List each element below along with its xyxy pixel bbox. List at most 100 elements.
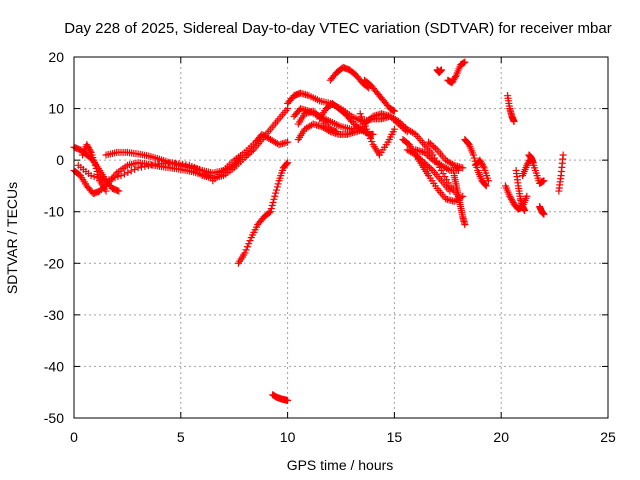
data-point <box>114 173 122 181</box>
series-arc-28 <box>433 66 445 76</box>
data-point <box>430 143 438 151</box>
data-point <box>506 192 514 200</box>
data-point <box>273 183 281 191</box>
y-tick-label: -10 <box>44 204 64 220</box>
y-tick-label: 20 <box>48 49 64 65</box>
data-point <box>426 140 434 148</box>
data-point <box>267 208 275 216</box>
data-point <box>437 66 445 74</box>
data-point <box>272 189 280 197</box>
data-point <box>245 240 253 248</box>
data-point <box>272 186 280 194</box>
data-point <box>510 117 518 125</box>
data-point <box>102 177 110 185</box>
y-tick-label: -50 <box>44 410 64 426</box>
data-point <box>464 140 472 148</box>
data-point <box>459 164 467 172</box>
data-point <box>92 164 100 172</box>
series-arc-14 <box>316 99 377 138</box>
data-point <box>369 130 377 138</box>
x-tick-label: 15 <box>387 429 403 445</box>
data-point <box>368 138 376 146</box>
data-point <box>102 187 110 195</box>
data-point <box>450 76 458 84</box>
data-point <box>269 198 277 206</box>
data-point <box>478 159 486 167</box>
data-point <box>360 120 368 128</box>
data-point <box>439 170 447 178</box>
data-point <box>86 147 94 155</box>
data-point <box>470 154 478 162</box>
data-point <box>529 159 537 167</box>
series-arc-31 <box>512 166 529 215</box>
x-tick-label: 20 <box>493 429 509 445</box>
data-point <box>363 125 371 133</box>
data-point <box>420 159 428 167</box>
data-point <box>241 249 249 257</box>
x-tick-label: 10 <box>280 429 296 445</box>
chart-title: Day 228 of 2025, Sidereal Day-to-day VTE… <box>64 20 611 37</box>
data-point <box>481 181 489 189</box>
data-point <box>270 195 278 203</box>
series-arc-13 <box>294 107 341 136</box>
series-arc-09 <box>269 391 292 404</box>
data-point <box>540 177 548 185</box>
series-arc-05 <box>74 159 206 185</box>
data-point <box>390 125 398 133</box>
data-point <box>268 202 276 210</box>
data-point <box>115 187 123 195</box>
data-point <box>478 161 486 169</box>
data-point <box>131 165 139 173</box>
data-point <box>120 170 128 178</box>
series-arc-23 <box>425 138 467 172</box>
data-point <box>484 177 492 185</box>
series-arc-30 <box>504 92 518 125</box>
data-point <box>400 122 408 130</box>
data-point <box>410 129 418 137</box>
data-point <box>479 162 487 170</box>
data-point <box>284 159 292 167</box>
data-point <box>356 110 364 118</box>
data-point <box>96 187 104 195</box>
data-point <box>398 121 406 129</box>
series-arc-20 <box>399 136 467 205</box>
data-point <box>137 163 145 171</box>
data-point <box>365 131 373 139</box>
data-point <box>364 128 372 136</box>
data-point <box>358 113 366 121</box>
data-point <box>348 117 356 125</box>
series-arc-07 <box>209 130 292 185</box>
data-point <box>507 194 515 202</box>
data-point <box>415 154 423 162</box>
y-axis-ticks: -50 -40 -30 -20 -10 0 10 20 <box>44 49 608 426</box>
data-point <box>366 134 374 142</box>
series-arc-26 <box>472 156 492 185</box>
data-point <box>127 167 135 175</box>
data-point <box>395 117 403 125</box>
data-point <box>390 107 398 115</box>
data-point <box>419 157 427 165</box>
x-tick-label: 25 <box>600 429 616 445</box>
data-point <box>449 77 457 85</box>
data-point <box>521 207 529 215</box>
series-arc-33 <box>525 151 537 167</box>
data-point <box>461 221 469 229</box>
series-arc-25 <box>461 136 490 190</box>
data-point <box>362 118 370 126</box>
data-point <box>451 74 459 82</box>
data-point <box>559 151 567 159</box>
data-point <box>422 160 430 168</box>
data-point <box>274 180 282 188</box>
data-point <box>417 156 425 164</box>
data-point <box>94 171 102 179</box>
data-point <box>124 169 132 177</box>
data-point <box>349 119 357 127</box>
data-point <box>83 141 91 149</box>
y-axis-title: SDTVAR / TECUs <box>4 182 20 294</box>
data-point <box>93 174 101 182</box>
data-point <box>284 396 292 404</box>
data-point <box>353 122 361 130</box>
data-point <box>482 182 490 190</box>
data-point <box>424 152 432 160</box>
data-point <box>243 243 251 251</box>
